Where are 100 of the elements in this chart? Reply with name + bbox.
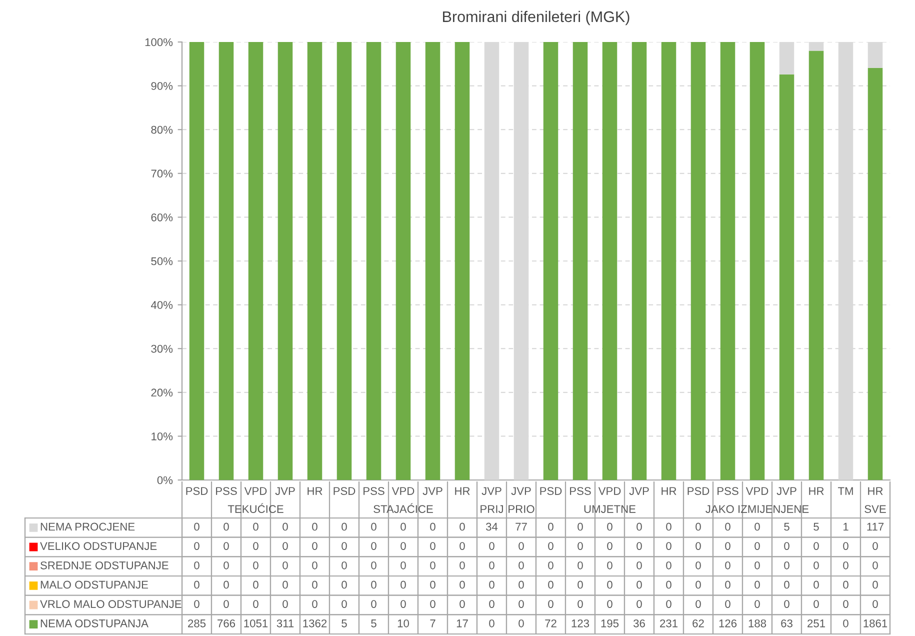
data-label: 0 <box>725 561 730 570</box>
data-label: 0 <box>489 600 494 608</box>
data-label: 0 <box>754 542 760 550</box>
data-label: 0 <box>725 522 730 531</box>
data-label: 0 <box>872 600 878 608</box>
bar <box>572 42 588 480</box>
data-label: 0 <box>843 561 848 570</box>
bar <box>189 42 204 480</box>
data-label: 0 <box>578 522 583 531</box>
data-label: 195 <box>601 619 619 628</box>
data-label: 0 <box>342 561 347 570</box>
x-tick-label: JVP <box>275 487 295 495</box>
data-label: 0 <box>814 542 819 550</box>
data-label: 0 <box>872 580 878 589</box>
data-label: 285 <box>188 619 206 628</box>
data-label: 0 <box>194 561 200 570</box>
data-label: 0 <box>518 542 524 550</box>
data-label: 0 <box>430 522 436 531</box>
chart-title: Bromirani difenileteri (MGK) <box>443 10 630 26</box>
data-label: 0 <box>814 580 819 589</box>
data-label: 0 <box>636 600 642 608</box>
data-label: 0 <box>430 542 436 550</box>
y-tick-label: 90% <box>151 82 173 90</box>
data-label: 0 <box>400 580 406 589</box>
data-label: 0 <box>371 561 376 570</box>
data-label: 5 <box>342 620 347 628</box>
bar <box>720 42 736 480</box>
data-label: 0 <box>489 561 494 570</box>
data-label: 0 <box>518 561 524 570</box>
x-tick-label: VPD <box>244 487 267 495</box>
text: SVE <box>864 505 886 513</box>
data-label: 0 <box>754 561 760 570</box>
bar <box>396 42 411 480</box>
x-tick-label: HR <box>455 487 470 495</box>
data-label: 17 <box>456 620 468 628</box>
data-label: 188 <box>748 619 766 628</box>
data-label: 0 <box>224 600 229 608</box>
data-label: 0 <box>607 580 612 589</box>
bar <box>307 42 322 480</box>
x-tick-label: JVP <box>482 487 502 495</box>
x-tick-label: PSS <box>718 487 738 495</box>
x-tick-label: JVP <box>422 487 442 495</box>
data-label: 311 <box>276 619 294 628</box>
data-label: 1861 <box>864 619 888 628</box>
bar <box>484 42 500 480</box>
x-tick-label: JVP <box>511 487 531 495</box>
bar <box>602 42 618 480</box>
data-label: 0 <box>371 600 376 608</box>
x-tick-label: JVP <box>629 487 649 495</box>
data-label: 0 <box>814 600 819 608</box>
data-label: 0 <box>636 580 642 589</box>
data-label: 0 <box>400 522 406 531</box>
y-tick-label: 20% <box>151 388 173 397</box>
bar <box>248 42 264 480</box>
data-label: 0 <box>312 600 318 608</box>
data-label: 5 <box>371 620 376 628</box>
data-label: 0 <box>460 522 465 531</box>
data-label: 0 <box>696 600 701 608</box>
y-tick-label: 100% <box>145 38 173 46</box>
text: UMJETNE <box>584 505 636 513</box>
data-label: 0 <box>194 542 200 550</box>
data-label: 7 <box>430 620 436 628</box>
text: PRIJ <box>480 505 503 513</box>
data-label: 0 <box>194 600 200 608</box>
data-label: 0 <box>548 580 554 589</box>
data-label: 0 <box>342 542 347 550</box>
data-label: 251 <box>808 619 825 628</box>
data-label: 0 <box>872 561 878 570</box>
data-label: 0 <box>548 561 554 570</box>
data-label: 36 <box>633 619 645 628</box>
x-tick-label: PSD <box>334 487 356 495</box>
x-tick-label: PSD <box>540 487 562 495</box>
data-label: 0 <box>224 522 229 531</box>
data-label: 0 <box>607 561 612 570</box>
data-label: 0 <box>636 561 642 570</box>
data-label: 0 <box>312 542 318 550</box>
data-label: 0 <box>814 561 819 570</box>
legend-label: VRLO MALO ODSTUPANJE <box>40 600 182 608</box>
data-label: 0 <box>282 600 288 608</box>
data-label: 0 <box>843 580 848 589</box>
y-tick-label: 70% <box>151 170 173 178</box>
data-label: 0 <box>666 600 672 608</box>
bar <box>661 42 676 480</box>
bar <box>278 42 293 480</box>
bar <box>779 42 794 74</box>
x-tick-label: PSS <box>216 487 237 495</box>
data-label: 0 <box>666 522 672 531</box>
bar <box>750 42 765 480</box>
x-tick-label: HR <box>308 487 322 495</box>
x-tick-label: JVP <box>776 487 796 495</box>
data-label: 77 <box>516 522 527 531</box>
data-label: 0 <box>253 600 258 608</box>
x-tick-label: PSS <box>364 487 384 495</box>
data-label: 0 <box>282 561 288 570</box>
data-label: 0 <box>666 580 672 589</box>
x-tick-label: HR <box>868 487 883 495</box>
data-label: 0 <box>784 542 790 550</box>
bar <box>543 42 558 480</box>
data-label: 0 <box>430 600 436 608</box>
data-label: 0 <box>696 542 701 550</box>
